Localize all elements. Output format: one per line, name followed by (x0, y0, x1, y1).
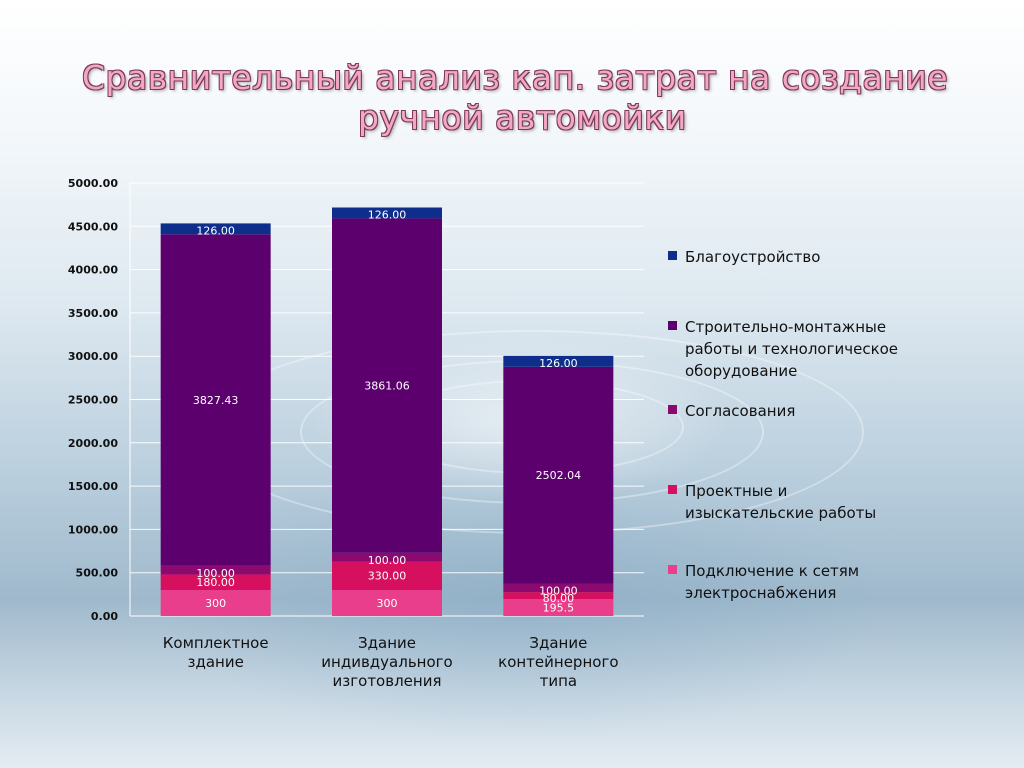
legend-item: Согласования (668, 400, 988, 422)
legend-label-line: Благоустройство (685, 248, 821, 266)
legend-item: Проектные и изыскательские работы (668, 480, 988, 524)
y-tick-label: 5000.00 (68, 177, 118, 190)
bar-segment (332, 207, 442, 219)
legend-label-line: работы и технологическое (685, 340, 899, 358)
y-tick-label: 4000.00 (68, 264, 118, 277)
bar-segment (332, 590, 442, 616)
category-label: индивдуального (321, 653, 452, 671)
data-label: 300 (205, 597, 226, 610)
data-label: 126.00 (196, 224, 235, 237)
bar-segment (503, 355, 614, 367)
legend-label-line: Согласования (685, 402, 796, 420)
legend-label-line: электроснабжения (685, 584, 837, 602)
bar-segment (332, 218, 442, 553)
legend-label: Проектные и изыскательские работы (685, 480, 876, 524)
bar-segment (160, 590, 271, 616)
bar-segment (332, 552, 442, 562)
legend-swatch (668, 485, 677, 494)
legend-item: Подключение к сетям электроснабжения (668, 560, 988, 604)
category-label: изготовления (333, 672, 442, 690)
legend-label: Согласования (685, 400, 795, 422)
y-tick-label: 3500.00 (68, 307, 118, 320)
data-label: 100.00 (368, 554, 407, 567)
bar-segment (160, 223, 271, 235)
legend-label: Благоустройство (685, 246, 820, 268)
data-label: 3827.43 (193, 394, 239, 407)
data-label: 100.00 (196, 567, 235, 580)
bar-segment (160, 565, 271, 575)
legend-swatch (668, 251, 677, 260)
data-label: 330.00 (368, 570, 407, 583)
category-label: Здание (529, 634, 587, 652)
title-line-2: ручной автомойки (358, 98, 687, 137)
bar-segment (503, 599, 614, 616)
category-label: Комплектное (163, 634, 269, 652)
data-label: 126.00 (539, 357, 578, 370)
y-tick-label: 500.00 (76, 567, 119, 580)
data-label: 2502.04 (536, 469, 582, 482)
legend-label-line: оборудование (685, 362, 798, 380)
legend-label: Строительно-монтажные работы и технологич… (685, 316, 898, 382)
bar-segment (503, 592, 614, 600)
legend-label: Подключение к сетям электроснабжения (685, 560, 859, 604)
category-label: Здание (358, 634, 416, 652)
legend-label-line: Проектные и (685, 482, 788, 500)
y-tick-label: 2500.00 (68, 394, 118, 407)
y-tick-label: 2000.00 (68, 437, 118, 450)
legend-item: Строительно-монтажные работы и технологич… (668, 316, 988, 382)
y-tick-label: 3000.00 (68, 350, 118, 363)
bar-segment (503, 583, 614, 593)
data-label: 180.00 (196, 576, 235, 589)
data-label: 300 (377, 597, 398, 610)
bar-segment (160, 234, 271, 566)
bar-segment (332, 561, 442, 591)
legend-label-line: изыскательские работы (685, 504, 877, 522)
bar-segment (160, 574, 271, 591)
data-label: 100.00 (539, 584, 578, 597)
data-label: 126.00 (368, 209, 407, 222)
legend-label-line: Строительно-монтажные (685, 318, 887, 336)
y-tick-label: 0.00 (91, 610, 118, 623)
category-label: здание (188, 653, 244, 671)
bar-segment (503, 366, 614, 584)
slide-title: Сравнительный анализ кап. затрат на созд… (60, 58, 980, 138)
legend-swatch (668, 565, 677, 574)
y-tick-label: 4500.00 (68, 220, 118, 233)
legend-item: Благоустройство (668, 246, 988, 268)
legend-label-line: Подключение к сетям (685, 562, 860, 580)
legend-swatch (668, 321, 677, 330)
category-label: типа (540, 672, 578, 690)
y-tick-label: 1500.00 (68, 480, 118, 493)
title-line-1: Сравнительный анализ кап. затрат на созд… (82, 58, 949, 97)
data-label: 195.5 (543, 602, 575, 615)
data-label: 3861.06 (364, 380, 410, 393)
legend-swatch (668, 405, 677, 414)
y-tick-label: 1000.00 (68, 523, 118, 536)
category-label: контейнерного (498, 653, 618, 671)
data-label: 80.00 (543, 592, 575, 605)
